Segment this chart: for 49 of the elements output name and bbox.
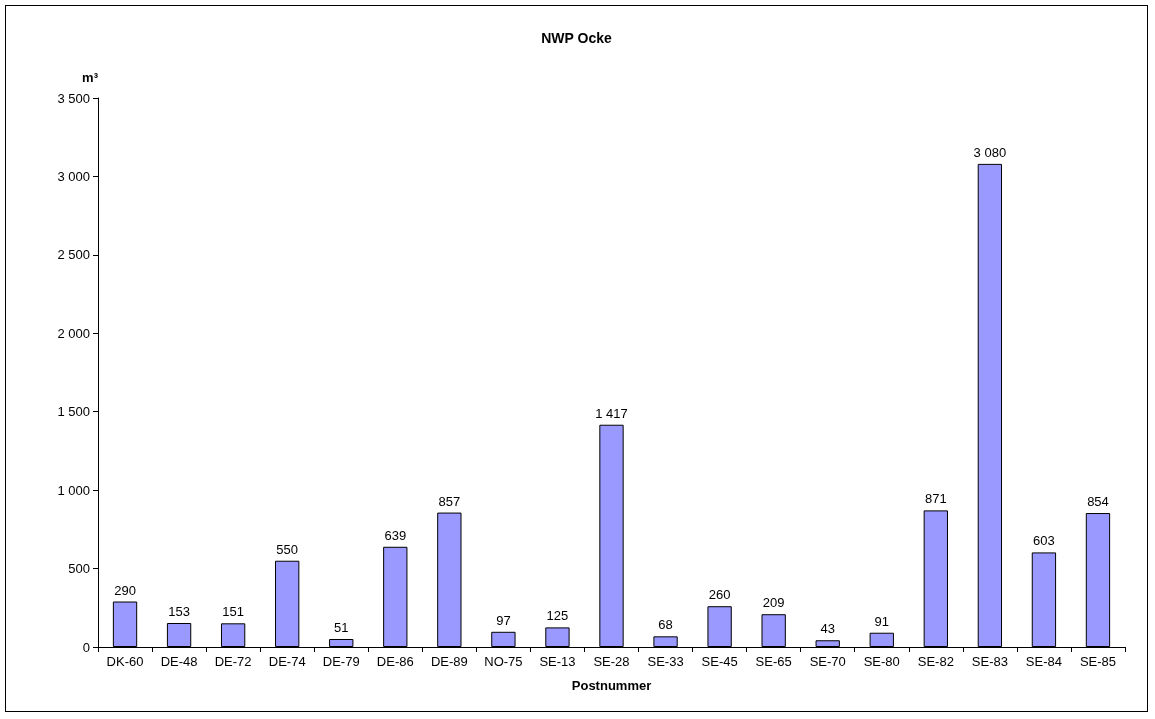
- x-tick-label: DE-72: [214, 654, 252, 669]
- data-label: 43: [820, 621, 835, 637]
- data-label: 209: [762, 595, 785, 611]
- x-axis-title: Postnummer: [571, 678, 652, 693]
- y-tick-label: 2 000: [57, 325, 90, 341]
- x-tick-label: SE-65: [755, 654, 792, 669]
- y-axis-title: m³: [82, 70, 99, 85]
- y-tick-label: 1 000: [57, 482, 90, 498]
- data-label: 91: [874, 613, 889, 629]
- x-tick-label: DE-74: [268, 654, 306, 669]
- x-tick-label: DE-79: [322, 654, 360, 669]
- x-tick-label: SE-28: [593, 654, 630, 669]
- data-label: 854: [1087, 494, 1109, 510]
- data-label: 151: [222, 604, 244, 620]
- data-label: 290: [114, 582, 136, 598]
- data-label: 125: [546, 608, 569, 624]
- data-label: 51: [334, 620, 349, 635]
- x-tick-label: SE-45: [701, 654, 738, 669]
- x-tick-label: SE-70: [809, 654, 846, 669]
- y-tick-label: 3 500: [57, 90, 90, 106]
- y-tick-label: 500: [68, 561, 90, 577]
- y-tick-label: 0: [82, 639, 90, 655]
- x-tick-label: DK-60: [106, 654, 144, 669]
- x-tick-label: NO-75: [484, 654, 523, 669]
- x-tick-label: SE-83: [971, 654, 1008, 669]
- x-tick-label: SE-33: [647, 654, 684, 669]
- data-label: 260: [708, 587, 731, 603]
- data-label: 871: [924, 491, 947, 507]
- x-tick-label: SE-80: [863, 654, 900, 669]
- x-tick-label: SE-84: [1025, 654, 1062, 669]
- y-tick-label: 3 000: [57, 168, 90, 184]
- data-label: 153: [168, 604, 190, 619]
- y-tick-label: 1 500: [57, 404, 90, 420]
- x-tick-label: SE-82: [917, 654, 954, 669]
- data-label: 550: [276, 541, 299, 557]
- data-label: 1 417: [595, 405, 628, 421]
- data-label: 97: [496, 612, 511, 628]
- data-label: 68: [658, 617, 673, 633]
- x-tick-label: SE-85: [1079, 654, 1117, 669]
- x-tick-label: DE-48: [160, 654, 198, 669]
- x-tick-label: DE-89: [430, 654, 468, 669]
- data-label: 603: [1033, 533, 1055, 549]
- x-tick-label: DE-86: [376, 654, 414, 669]
- y-tick-label: 2 500: [57, 247, 90, 263]
- x-tick-label: SE-13: [539, 654, 576, 669]
- data-label: 639: [384, 527, 407, 543]
- data-label: 3 080: [973, 144, 1007, 160]
- chart-title: NWP Ocke: [541, 30, 612, 46]
- data-label: 857: [438, 493, 461, 509]
